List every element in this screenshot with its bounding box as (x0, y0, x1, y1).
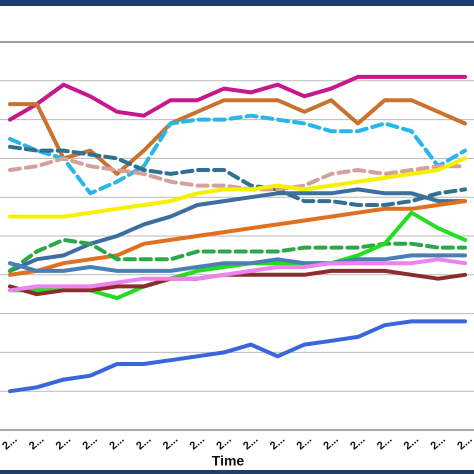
x-tick-labels: 2... 2... 2... 2... 2... 2... 2... 2... 2... 2...… (0, 433, 474, 452)
x-tick-label: 2... (241, 433, 260, 452)
series-line (8, 156, 467, 192)
series-line (8, 98, 467, 176)
x-tick-label: 2... (321, 433, 340, 452)
x-tick-label: 2... (268, 433, 287, 452)
top-band (0, 0, 474, 6)
x-tick-label: 2... (81, 433, 100, 452)
series-line (8, 187, 467, 273)
x-tick-label: 2... (27, 433, 46, 452)
bottom-band (0, 470, 474, 474)
series-line (8, 156, 467, 219)
x-tick-label: 2... (348, 433, 367, 452)
x-tick-label: 2... (161, 433, 180, 452)
series-line (8, 253, 467, 273)
series-line (8, 319, 467, 394)
series-line (8, 237, 467, 273)
x-tick-label: 2... (455, 433, 474, 452)
series-line (8, 257, 467, 293)
x-tick-label: 2... (188, 433, 207, 452)
x-tick-label: 2... (375, 433, 394, 452)
x-tick-label: 2... (402, 433, 421, 452)
x-tick-label: 2... (0, 433, 19, 452)
series-line (8, 74, 467, 122)
lines (8, 74, 467, 394)
series-line (8, 199, 467, 277)
x-tick-label: 2... (295, 433, 314, 452)
series-line (8, 113, 467, 196)
x-axis-label: Time (212, 453, 245, 469)
x-tick-label: 2... (214, 433, 233, 452)
x-tick-label: 2... (134, 433, 153, 452)
x-tick-label: 2... (428, 433, 447, 452)
x-tick-label: 2... (107, 433, 126, 452)
x-tick-label: 2... (54, 433, 73, 452)
series-line (8, 144, 467, 207)
